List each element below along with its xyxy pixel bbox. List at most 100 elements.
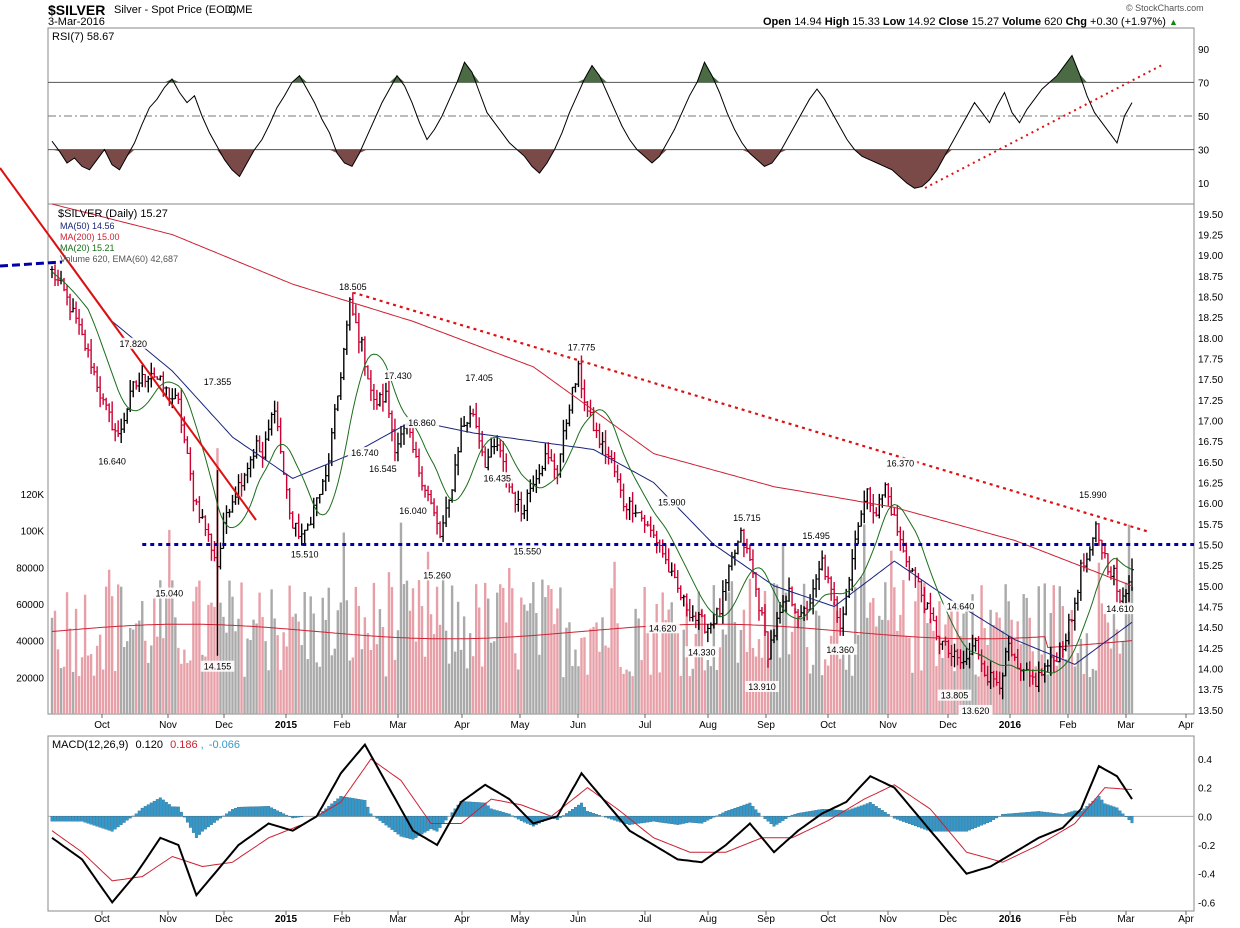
volume-bar bbox=[1107, 622, 1109, 714]
volume-bar bbox=[400, 523, 402, 714]
rsi-title: RSI(7) 58.67 bbox=[52, 31, 114, 43]
macd-histogram-bar bbox=[878, 808, 881, 816]
macd-histogram-bar bbox=[60, 816, 63, 821]
price-bar bbox=[122, 413, 126, 433]
macd-histogram-bar bbox=[358, 799, 361, 816]
macd-histogram-bar bbox=[872, 804, 875, 816]
price-x-tick-label: Oct bbox=[94, 720, 110, 731]
volume-bar bbox=[84, 595, 86, 714]
volume-bar bbox=[803, 584, 805, 714]
price-annotation: 14.330 bbox=[685, 646, 719, 657]
volume-bar bbox=[595, 622, 597, 714]
macd-histogram-bar bbox=[361, 800, 364, 817]
macd-histogram-bar bbox=[69, 816, 72, 821]
axis-layer: 907050301019.5019.2519.0018.7518.5018.25… bbox=[16, 45, 1223, 925]
price-bar bbox=[1091, 537, 1095, 555]
macd-histogram-bar bbox=[652, 816, 655, 821]
volume-bar bbox=[857, 635, 859, 714]
price-bar bbox=[101, 393, 105, 404]
volume-bar bbox=[273, 618, 275, 714]
macd-layer bbox=[48, 745, 1194, 903]
macd-histogram-bar bbox=[1104, 804, 1107, 817]
volume-bar bbox=[403, 584, 405, 714]
volume-bar bbox=[288, 586, 290, 714]
macd-histogram-bar bbox=[96, 816, 99, 826]
macd-histogram-bar bbox=[264, 806, 267, 816]
macd-histogram-bar bbox=[1037, 811, 1040, 816]
price-bar bbox=[953, 644, 957, 668]
rsi-oversold-fill bbox=[645, 150, 653, 163]
price-bar bbox=[339, 372, 343, 400]
volume-bar bbox=[680, 676, 682, 714]
macd-histogram-bar bbox=[728, 810, 731, 816]
price-bar bbox=[197, 496, 201, 523]
macd-histogram-bar bbox=[673, 816, 676, 824]
price-bar bbox=[324, 465, 328, 491]
macd-histogram-bar bbox=[1131, 816, 1134, 823]
volume-bar bbox=[538, 655, 540, 714]
volume-bar bbox=[454, 652, 456, 714]
volume-bar bbox=[159, 580, 161, 714]
macd-histogram-bar bbox=[481, 803, 484, 817]
macd-x-tick-label: Feb bbox=[333, 914, 351, 925]
macd-histogram-bar bbox=[421, 816, 424, 834]
volume-bar bbox=[138, 621, 140, 714]
volume-bar bbox=[141, 601, 143, 714]
volume-bar bbox=[1104, 610, 1106, 714]
macd-histogram-bar bbox=[370, 814, 373, 817]
volume-bar bbox=[646, 630, 648, 714]
price-x-tick-label: Nov bbox=[159, 720, 177, 731]
price-bar bbox=[474, 403, 478, 429]
price-annotation-label: 16.545 bbox=[369, 464, 397, 474]
macd-histogram-bar bbox=[971, 816, 974, 829]
macd-histogram-bar bbox=[734, 808, 737, 816]
price-bar bbox=[667, 548, 671, 572]
macd-histogram-bar bbox=[1034, 812, 1037, 817]
macd-histogram-bar bbox=[797, 813, 800, 816]
macd-histogram-bar bbox=[1052, 813, 1055, 816]
price-y-tick-label: 18.25 bbox=[1198, 313, 1223, 324]
volume-bar bbox=[54, 611, 56, 714]
macd-histogram-bar bbox=[210, 816, 213, 824]
volume-bar bbox=[719, 647, 721, 714]
volume-bar bbox=[556, 608, 558, 714]
rsi-oversold-fill bbox=[757, 150, 765, 167]
volume-bar bbox=[686, 604, 688, 714]
macd-histogram-bar bbox=[355, 799, 358, 817]
volume-bar bbox=[544, 597, 546, 714]
price-bar bbox=[585, 401, 589, 417]
price-annotation: 16.640 bbox=[95, 455, 129, 466]
volume-bar bbox=[111, 596, 113, 714]
price-x-tick-label: 2016 bbox=[999, 720, 1022, 731]
volume-bar bbox=[192, 601, 194, 714]
macd-x-tick-label: 2015 bbox=[275, 914, 298, 925]
price-annotation-label: 17.820 bbox=[119, 339, 147, 349]
volume-bar bbox=[213, 607, 215, 714]
macd-histogram-bar bbox=[713, 816, 716, 817]
volume-bar bbox=[1041, 654, 1043, 714]
price-bar bbox=[745, 539, 749, 554]
price-bar bbox=[546, 442, 550, 464]
macd-hist-value: , bbox=[201, 739, 204, 751]
rsi-y-tick-label: 50 bbox=[1198, 112, 1210, 123]
price-bar bbox=[983, 661, 987, 677]
price-bar bbox=[859, 510, 863, 526]
volume-bar bbox=[337, 610, 339, 714]
price-bar bbox=[643, 515, 647, 533]
macd-histogram-bar bbox=[980, 816, 983, 825]
rsi-oversold-fill bbox=[907, 150, 915, 189]
macd-histogram-bar bbox=[231, 809, 234, 816]
price-y-tick-label: 14.00 bbox=[1198, 665, 1223, 676]
price-bar bbox=[191, 470, 195, 511]
price-bar bbox=[582, 379, 586, 411]
volume-bar bbox=[649, 675, 651, 714]
price-y-tick-label: 18.75 bbox=[1198, 272, 1223, 283]
volume-bar bbox=[707, 660, 709, 714]
volume-bar bbox=[589, 629, 591, 714]
price-bar bbox=[396, 433, 400, 462]
price-bar bbox=[808, 594, 812, 610]
price-bar bbox=[498, 440, 502, 458]
price-y-tick-label: 19.25 bbox=[1198, 231, 1223, 242]
price-bar bbox=[1019, 663, 1023, 681]
macd-histogram-bar bbox=[54, 816, 57, 821]
